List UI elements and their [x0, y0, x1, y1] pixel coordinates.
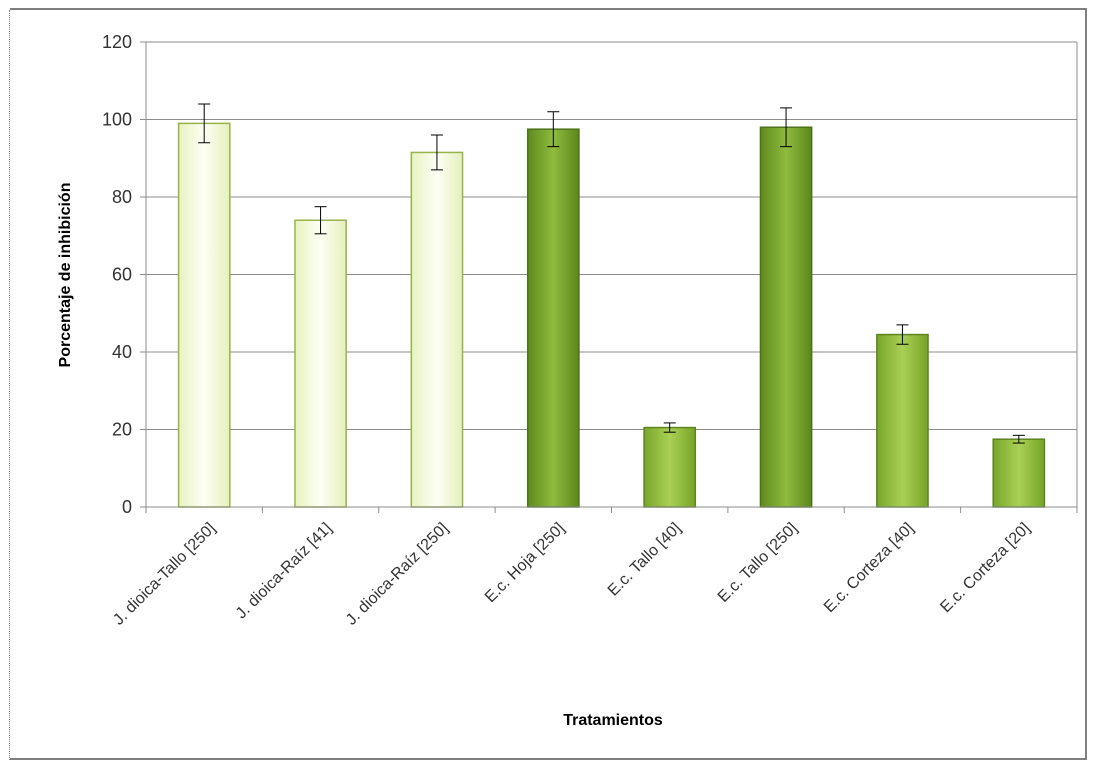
x-tick-label: E.c. Corteza [40] [821, 520, 917, 616]
y-tick-label: 60 [112, 265, 132, 285]
y-tick-label: 100 [102, 110, 132, 130]
bar [294, 219, 347, 508]
y-tick-label: 0 [122, 497, 132, 517]
bar [992, 438, 1046, 508]
chart-frame-left-edge [9, 10, 12, 760]
bar [876, 333, 929, 508]
bar [759, 126, 813, 508]
y-tick-label: 20 [112, 420, 132, 440]
error-bars [198, 103, 1025, 444]
gridlines [140, 41, 1078, 513]
x-tick-label: E.c. Tallo [40] [605, 520, 685, 600]
x-tick-label: J. dioica-Raíz [41] [233, 520, 336, 623]
bar [526, 128, 580, 508]
x-tick-label: E.c. Hoja [250] [482, 520, 568, 606]
bar [643, 426, 697, 508]
x-tick-label: E.c. Corteza [20] [937, 520, 1033, 616]
y-tick-labels: 0 20 40 60 80 100 120 [102, 32, 132, 517]
x-tick-label: E.c. Tallo [250] [715, 520, 801, 606]
x-tick-labels: J. dioica-Tallo [250] J. dioica-Raíz [41]… [110, 520, 1033, 629]
chart-frame [10, 8, 1087, 760]
y-tick-label: 40 [112, 342, 132, 362]
y-tick-label: 80 [112, 187, 132, 207]
y-axis-title: Porcentaje de inhibición [57, 183, 74, 368]
x-tick-label: J. dioica-Tallo [250] [110, 520, 219, 629]
bar [410, 151, 464, 508]
y-tick-label: 120 [102, 32, 132, 52]
x-axis-title: Tratamientos [563, 712, 663, 729]
x-tick-label: J. dioica-Raíz [250] [343, 520, 452, 629]
bars [177, 122, 1046, 508]
bar [177, 122, 231, 508]
